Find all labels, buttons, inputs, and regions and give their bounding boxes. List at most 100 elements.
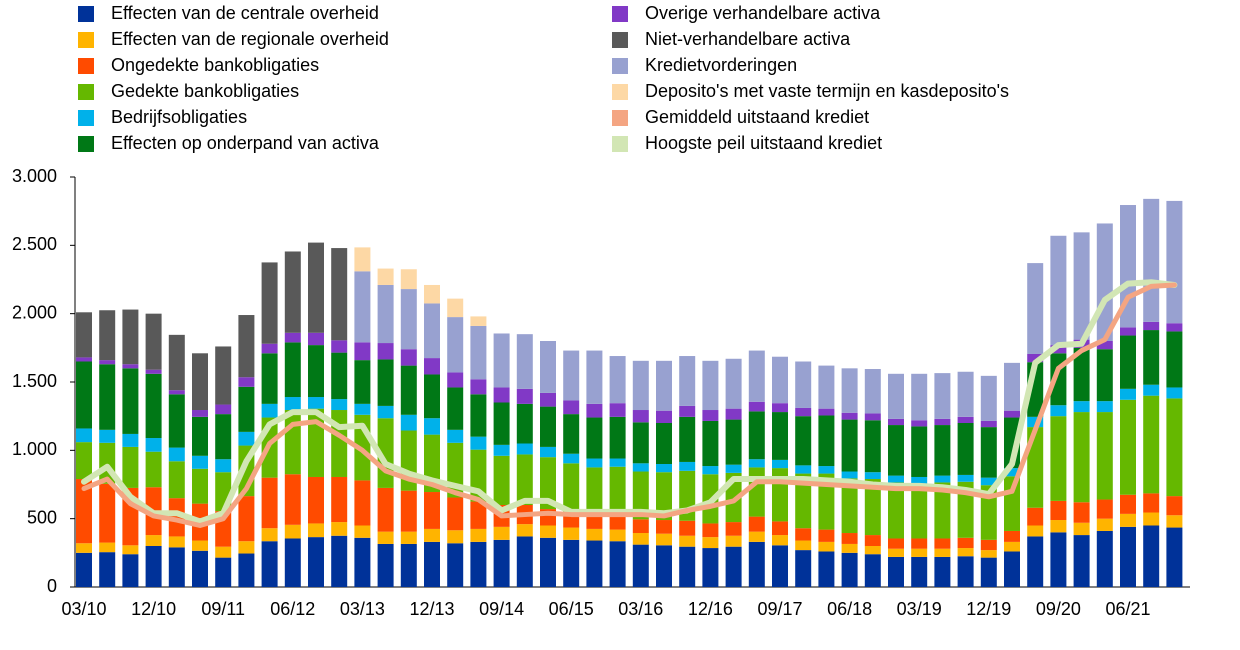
bar-segment [586, 417, 603, 459]
bar-segment [772, 459, 788, 469]
bar-segment [748, 516, 765, 532]
x-tick-label: 12/10 [131, 599, 176, 619]
legend-marker [612, 58, 628, 74]
bar-segment [99, 542, 116, 553]
bar-segment [1050, 520, 1067, 533]
x-tick-label: 09/14 [479, 599, 524, 619]
bar-segment [1004, 362, 1020, 411]
y-tick-label: 2.500 [12, 234, 57, 254]
bar-segment [818, 473, 835, 530]
bar-segment [1073, 502, 1090, 523]
bar-segment [934, 482, 951, 539]
bar-segment [540, 537, 556, 587]
x-tick-label: 03/16 [618, 599, 663, 619]
bar-segment [1027, 353, 1044, 363]
bar-segment [841, 543, 858, 553]
x-tick-label: 09/20 [1036, 599, 1081, 619]
bar-segment [911, 538, 928, 549]
bar-segment [1073, 232, 1090, 340]
bar-segment [1004, 541, 1020, 552]
bar-segment [447, 497, 464, 531]
bar-segment [540, 525, 556, 538]
bar-segment [215, 414, 232, 460]
bar-segment [980, 427, 997, 478]
bar-segment [493, 539, 510, 587]
bar-segment [586, 528, 603, 541]
bar-segment [284, 397, 301, 411]
bar-segment [400, 269, 417, 290]
bar-segment [586, 515, 603, 529]
bar-segment [795, 540, 812, 551]
bar-segment [818, 466, 835, 474]
bar-segment [864, 413, 881, 421]
bar-segment [284, 538, 301, 587]
bar-segment [888, 482, 904, 539]
bar-segment [1143, 198, 1160, 322]
bar-segment [540, 446, 556, 458]
bar-segment [1050, 345, 1067, 354]
bar-segment [888, 556, 904, 587]
bar-segment [516, 403, 533, 444]
bar-segment [934, 548, 951, 557]
bar-segment [609, 403, 626, 417]
bar-segment [818, 365, 835, 409]
bar-segment [702, 548, 719, 587]
bar-segment [238, 377, 255, 387]
x-tick-label: 03/10 [61, 599, 106, 619]
bar-segment [888, 425, 904, 476]
legend-label: Effecten op onderpand van activa [111, 133, 380, 153]
bar-segment [888, 538, 904, 549]
bar-segment [702, 420, 719, 467]
bar-segment [377, 268, 394, 285]
bar-segment [563, 400, 580, 415]
legend-marker [78, 6, 94, 22]
bar-segment [795, 416, 812, 466]
bar-segment [679, 535, 696, 547]
x-tick-label: 06/21 [1105, 599, 1150, 619]
bar-segment [1096, 518, 1113, 531]
bar-segment [168, 547, 185, 587]
legend-marker [612, 6, 628, 22]
bar-segment [725, 535, 742, 547]
bar-segment [864, 369, 881, 414]
bar-segment [331, 248, 348, 341]
bar-segment [377, 487, 394, 532]
bar-segment [261, 477, 278, 529]
bar-segment [888, 418, 904, 426]
bar-segment [540, 457, 556, 510]
bar-segment [424, 528, 440, 542]
bar-segment [1120, 526, 1136, 587]
bar-segment [447, 530, 464, 544]
bar-segment [679, 520, 696, 536]
bar-segment [679, 416, 696, 462]
bar-segment [1073, 522, 1090, 536]
bar-segment [1050, 235, 1067, 346]
bar-segment [679, 546, 696, 587]
bar-segment [980, 539, 997, 551]
bar-segment [864, 554, 881, 587]
legend-marker [78, 136, 94, 152]
bar-segment [400, 543, 417, 587]
bar-segment [1143, 525, 1160, 587]
bar-segment [168, 334, 185, 391]
bar-segment [609, 356, 626, 404]
bar-segment [331, 399, 348, 411]
bar-segment [911, 420, 928, 427]
bar-segment [563, 350, 580, 401]
bar-segment [795, 550, 812, 587]
bar-segment [980, 485, 997, 540]
bar-segment [122, 309, 139, 365]
bar-segment [354, 360, 371, 404]
bar-segment [656, 520, 672, 534]
legend-marker [612, 32, 628, 48]
bar-segment [679, 405, 696, 417]
bar-segment [76, 442, 92, 480]
bar-segment [841, 471, 858, 479]
bar-segment [1004, 468, 1020, 477]
bar-segment [76, 361, 92, 429]
bar-segment [308, 242, 324, 333]
bar-segment [864, 535, 881, 546]
bar-segment [238, 541, 255, 554]
bar-segment [632, 544, 649, 587]
bar-segment [354, 247, 371, 272]
